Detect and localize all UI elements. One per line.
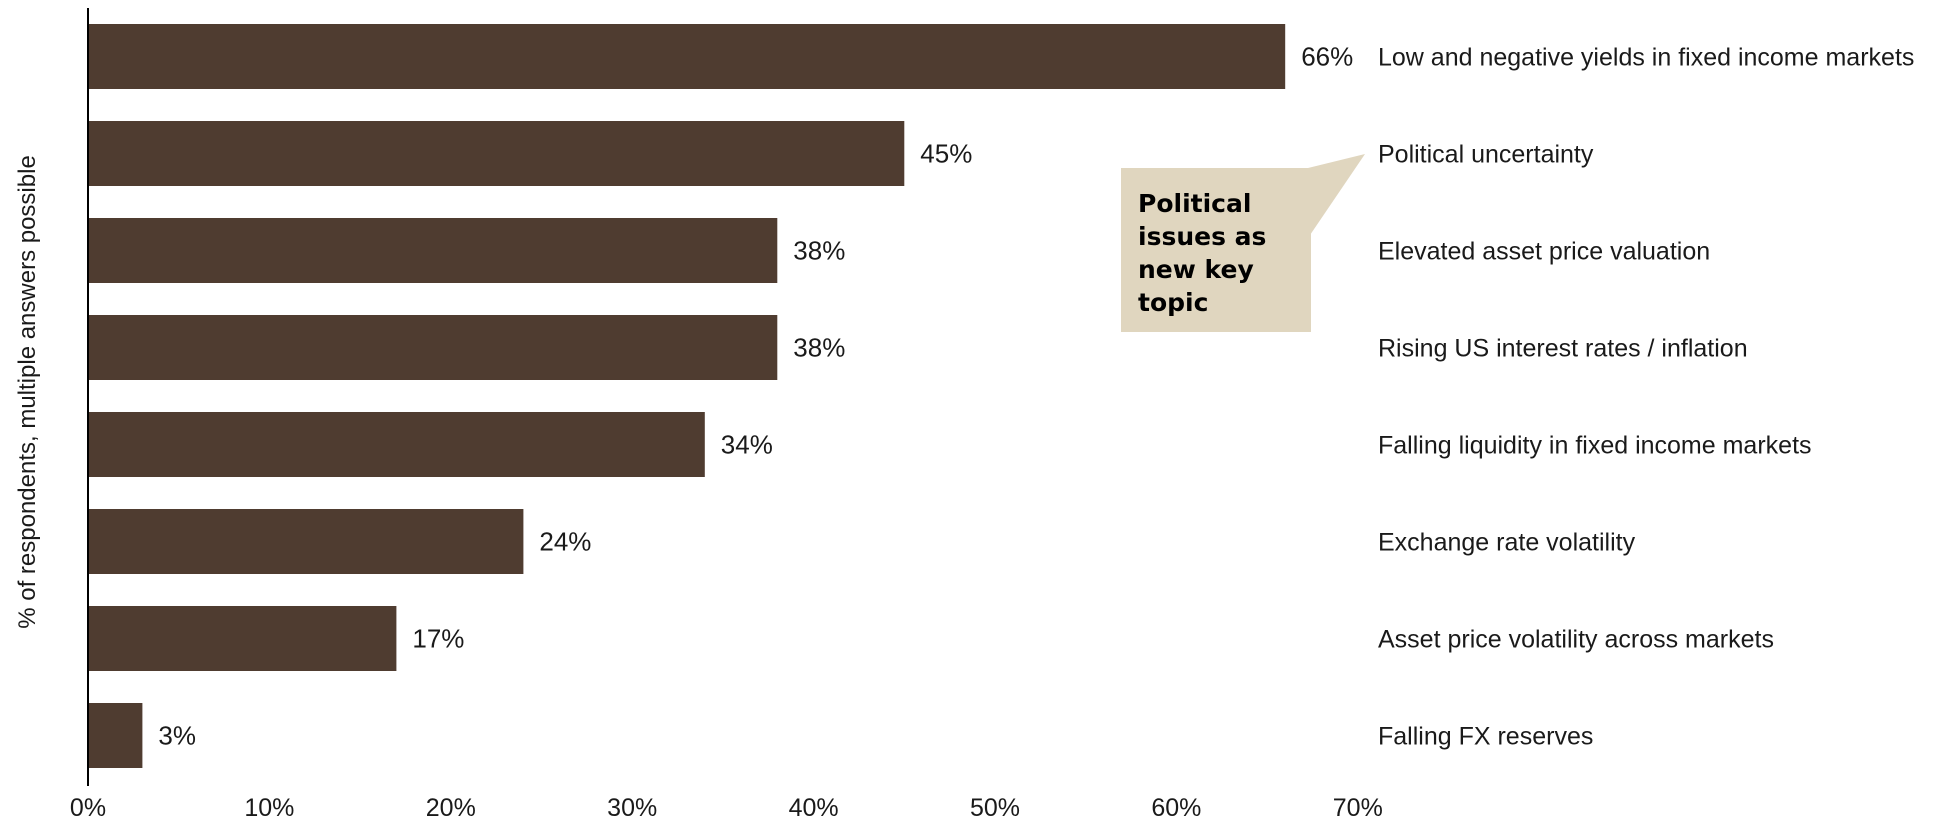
bar-value-label: 38% bbox=[793, 333, 845, 363]
bar bbox=[88, 509, 524, 574]
category-label: Rising US interest rates / inflation bbox=[1378, 335, 1748, 363]
value-labels: 66% 45% 38% 38% 34% 24% 17% 3% bbox=[158, 42, 1353, 751]
bar-value-label: 24% bbox=[539, 527, 591, 557]
bar-value-label: 3% bbox=[158, 721, 196, 751]
bar-value-label: 34% bbox=[721, 430, 773, 460]
callout-box bbox=[1121, 168, 1311, 332]
x-tick-label: 60% bbox=[1151, 794, 1201, 822]
x-tick-label: 50% bbox=[970, 794, 1020, 822]
bar bbox=[88, 24, 1286, 89]
category-label: Falling FX reserves bbox=[1378, 723, 1593, 751]
x-tick-label: 10% bbox=[244, 794, 294, 822]
callout-text-line: topic bbox=[1138, 288, 1208, 317]
bar bbox=[88, 121, 905, 186]
bar bbox=[88, 218, 778, 283]
category-label: Asset price volatility across markets bbox=[1378, 626, 1774, 654]
bar bbox=[88, 412, 705, 477]
category-label: Falling liquidity in fixed income market… bbox=[1378, 432, 1812, 460]
y-axis-label: % of respondents, multiple answers possi… bbox=[14, 155, 41, 629]
callout: Political issues as new key topic bbox=[1121, 154, 1365, 332]
category-label: Exchange rate volatility bbox=[1378, 529, 1636, 557]
bar-value-label: 66% bbox=[1301, 42, 1353, 72]
bar bbox=[88, 606, 397, 671]
x-tick-label: 20% bbox=[426, 794, 476, 822]
callout-text-line: Political bbox=[1138, 189, 1251, 218]
x-axis-ticks: 0% 10% 20% 30% 40% 50% 60% 70% bbox=[70, 794, 1383, 822]
x-tick-label: 30% bbox=[607, 794, 657, 822]
x-tick-label: 70% bbox=[1333, 794, 1383, 822]
bar bbox=[88, 703, 143, 768]
callout-pointer bbox=[1308, 154, 1365, 238]
x-tick-label: 40% bbox=[789, 794, 839, 822]
bar-value-label: 17% bbox=[412, 624, 464, 654]
x-tick-label: 0% bbox=[70, 794, 106, 822]
bar-value-label: 38% bbox=[793, 236, 845, 266]
category-label: Elevated asset price valuation bbox=[1378, 238, 1710, 266]
category-label: Low and negative yields in fixed income … bbox=[1378, 44, 1914, 72]
bars bbox=[88, 24, 1286, 768]
bar-value-label: 45% bbox=[920, 139, 972, 169]
callout-text-line: issues as bbox=[1138, 222, 1266, 251]
callout-text-line: new key bbox=[1138, 255, 1254, 284]
category-label: Political uncertainty bbox=[1378, 141, 1594, 169]
bar bbox=[88, 315, 778, 380]
category-labels: Low and negative yields in fixed income … bbox=[1378, 44, 1914, 751]
